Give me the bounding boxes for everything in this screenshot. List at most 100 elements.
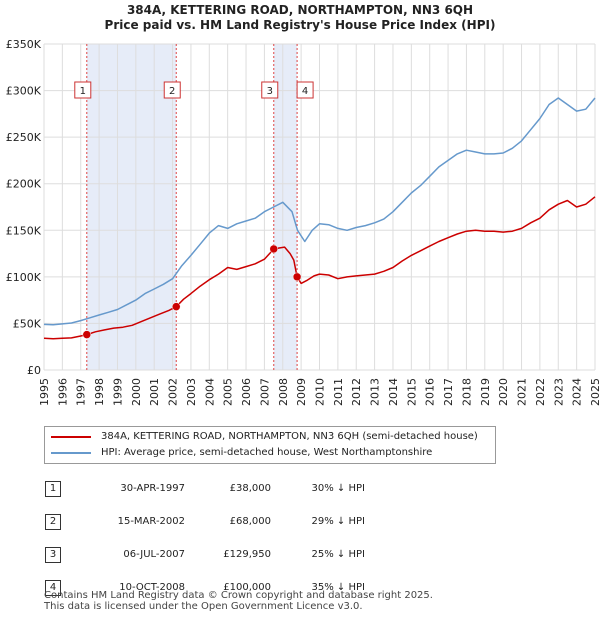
sale-number-label: 1 [80,86,86,97]
sale-hpi-diff-cell: 25% ↓ HPI [271,538,365,571]
sale-number-box [296,81,314,99]
sale-date: 30-APR-1997 [120,483,185,494]
x-tick-label: 2020 [497,378,510,406]
sale-price-cell: £100,000 [185,571,271,604]
x-tick-label: 2006 [240,378,253,406]
sale-hpi-diff: 35% ↓ HPI [311,582,365,593]
sale-number-box [261,81,279,99]
x-tick-label: 2000 [130,378,143,406]
sale-hpi-diff-cell: 35% ↓ HPI [271,571,365,604]
legend-label-hpi: HPI: Average price, semi-detached house,… [101,447,433,458]
x-tick-label: 2005 [222,378,235,406]
sale-point [171,302,181,311]
x-tick-label: 2017 [442,378,455,406]
sale-price-cell: £38,000 [185,472,271,505]
x-tick-label: 2001 [148,378,161,406]
sale-number: 4 [45,579,61,596]
series-line [43,97,596,326]
sale-number: 1 [45,480,61,497]
x-tick-label: 2023 [552,378,565,406]
sale-hpi-diff: 30% ↓ HPI [311,483,365,494]
chart-title-line1: 384A, KETTERING ROAD, NORTHAMPTON, NN3 6… [126,3,474,17]
sale-hpi-diff-cell: 30% ↓ HPI [271,472,365,505]
y-tick-label: £100K [6,271,42,284]
x-tick-label: 2018 [460,378,473,406]
sale-number-label: 2 [169,86,175,97]
sale-number-cell: 2 [40,505,85,538]
series-line [43,196,596,340]
y-tick-label: £200K [6,178,42,191]
footer-licence: This data is licensed under the Open Gov… [44,601,363,612]
y-tick-label: £300K [6,85,42,98]
y-tick-label: £150K [6,224,42,237]
legend-label-property: 384A, KETTERING ROAD, NORTHAMPTON, NN3 6… [101,431,478,442]
sale-number-box [163,81,181,99]
y-tick-label: £250K [6,131,42,144]
price-chart: 1 2 3 4 £0 £50K £100K £150K £200K £250K £300K £350… [6,38,600,406]
x-tick-label: 2019 [479,378,492,406]
sale-date-cell: 06-JUL-2007 [85,538,185,571]
sale-hpi-diff: 25% ↓ HPI [311,549,365,560]
x-tick-label: 1997 [75,378,88,406]
sale-date: 10-OCT-2008 [119,582,185,593]
sale-number-box [74,81,92,99]
x-tick-label: 2013 [369,378,382,406]
sales-table-row: 3 06-JUL-2007 £129,950 25% ↓ HPI [40,538,365,571]
sale-price: £100,000 [223,582,271,593]
x-tick-label: 2010 [314,378,327,406]
x-tick-label: 2015 [405,378,418,406]
x-tick-label: 2007 [258,378,271,406]
x-tick-label: 2011 [332,378,345,406]
x-tick-label: 1999 [111,378,124,406]
x-tick-label: 1998 [93,378,106,406]
x-tick-label: 2022 [534,378,547,406]
x-tick-label: 1996 [56,378,69,406]
sales-table-row: 2 15-MAR-2002 £68,000 29% ↓ HPI [40,505,365,538]
sale-price-cell: £68,000 [185,505,271,538]
sale-number: 2 [45,513,61,530]
y-tick-label: £0 [27,364,41,377]
sale-date: 15-MAR-2002 [117,516,185,527]
sale-date-cell: 10-OCT-2008 [85,571,185,604]
x-tick-label: 1995 [38,378,51,406]
sale-number-cell: 1 [40,472,85,505]
sales-table-row: 1 30-APR-1997 £38,000 30% ↓ HPI [40,472,365,505]
x-tick-label: 2012 [350,378,363,406]
legend-swatch-hpi [51,452,91,454]
sale-number-label: 4 [302,86,308,97]
y-tick-label: £50K [13,317,42,330]
x-tick-label: 2024 [571,378,584,406]
sale-date-cell: 30-APR-1997 [85,472,185,505]
footer-copyright: Contains HM Land Registry data © Crown c… [44,590,433,601]
x-tick-label: 2014 [387,378,400,406]
sale-price: £68,000 [229,516,271,527]
x-tick-label: 2016 [424,378,437,406]
x-tick-label: 2009 [295,378,308,406]
y-tick-label: £350K [6,38,42,51]
chart-title-line2: Price paid vs. HM Land Registry's House … [104,18,496,32]
sale-date: 06-JUL-2007 [123,549,185,560]
sale-price: £38,000 [229,483,271,494]
sales-table-row: 4 10-OCT-2008 £100,000 35% ↓ HPI [40,571,365,604]
sales-table: 1 30-APR-1997 £38,000 30% ↓ HPI 2 15-MAR-2002… [40,472,365,604]
sale-hpi-diff: 29% ↓ HPI [311,516,365,527]
sale-number-cell: 4 [40,571,85,604]
sale-point [269,244,279,254]
x-tick-label: 2004 [203,378,216,406]
sale-point [82,330,92,339]
shaded-range [86,44,177,370]
sale-number: 3 [45,546,61,563]
shaded-range [273,44,298,370]
legend-swatch-property [51,436,91,438]
sale-price-cell: £129,950 [185,538,271,571]
legend: 384A, KETTERING ROAD, NORTHAMPTON, NN3 6… [44,426,496,464]
sale-number-label: 3 [267,86,273,97]
sale-number-cell: 3 [40,538,85,571]
x-tick-label: 2025 [589,378,600,406]
x-tick-label: 2002 [167,378,180,406]
sale-date-cell: 15-MAR-2002 [85,505,185,538]
x-tick-label: 2008 [277,378,290,406]
x-tick-label: 2021 [516,378,529,406]
x-tick-label: 2003 [185,378,198,406]
footer: Contains HM Land Registry data © Crown c… [44,590,433,612]
